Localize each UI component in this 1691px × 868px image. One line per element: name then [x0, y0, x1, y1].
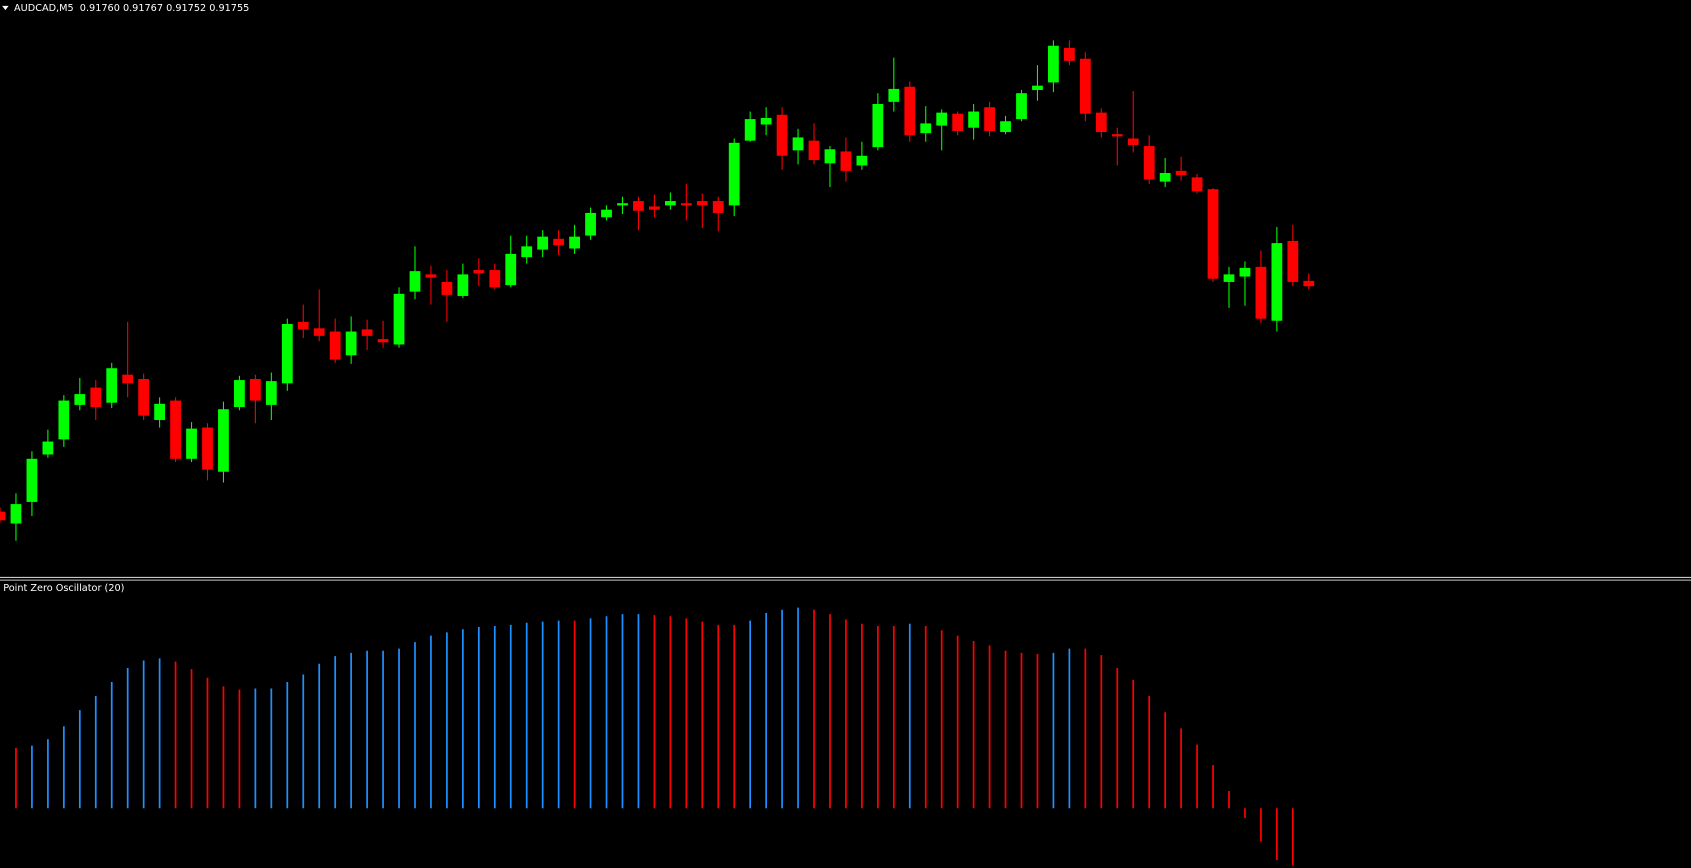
candle-body: [313, 328, 325, 336]
candle-body: [1079, 58, 1091, 114]
candle-body: [872, 103, 884, 148]
candle-body: [824, 149, 836, 164]
candle-body: [505, 253, 517, 286]
candle-body: [569, 236, 580, 249]
candle-body: [936, 112, 948, 126]
candle-body: [553, 238, 565, 246]
candle-body: [1111, 134, 1123, 137]
candle-body: [329, 331, 341, 360]
candle-body: [202, 427, 213, 470]
candle-body: [1000, 121, 1011, 133]
candle-body: [265, 381, 277, 405]
candle-body: [1016, 93, 1027, 120]
candle-body: [1063, 47, 1075, 61]
candle-body: [473, 270, 485, 274]
candle-body: [617, 203, 628, 206]
candle-body: [186, 428, 197, 459]
candle-body: [776, 114, 788, 156]
candle-body: [122, 374, 134, 384]
candle-body: [281, 323, 293, 384]
candle-body: [297, 321, 309, 330]
candle-body: [0, 511, 6, 521]
candle-body: [361, 329, 373, 336]
candle-body: [968, 111, 980, 128]
candle-body: [425, 274, 437, 278]
candle-body: [1095, 112, 1107, 133]
candle-body: [1287, 240, 1299, 282]
candle-body: [633, 201, 644, 211]
candle-body: [10, 504, 22, 524]
candle-body: [920, 123, 932, 134]
candle-body: [585, 212, 596, 236]
candle-body: [1048, 45, 1059, 83]
indicator-title: Point Zero Oscillator (20): [3, 583, 124, 594]
candle-body: [249, 378, 261, 401]
candle-body: [154, 403, 166, 420]
candle-body: [904, 86, 916, 136]
candle-body: [1032, 85, 1043, 90]
candle-body: [1223, 274, 1235, 282]
candle-body: [170, 400, 181, 459]
candle-body: [377, 339, 389, 343]
candle-body: [808, 140, 820, 161]
candle-body: [441, 281, 453, 295]
candle-body: [457, 274, 469, 296]
candle-body: [1303, 280, 1315, 287]
menu-triangle[interactable]: [2, 5, 9, 11]
candle-body: [984, 107, 995, 131]
candle-body: [521, 246, 533, 258]
candle-body: [1239, 267, 1251, 277]
candle-body: [106, 368, 118, 403]
candle-body: [1127, 138, 1139, 145]
candle-body: [744, 119, 756, 141]
candle-body: [1207, 189, 1219, 279]
candle-body: [888, 88, 900, 102]
candle-body: [1159, 173, 1171, 182]
candle-body: [856, 155, 868, 166]
candle-body: [840, 151, 852, 171]
candle-body: [489, 270, 501, 288]
candle-body: [537, 236, 549, 250]
candle-body: [58, 400, 70, 440]
candle-body: [1143, 146, 1155, 180]
candle-body: [696, 201, 708, 206]
candle-body: [601, 209, 612, 218]
candle-body: [393, 293, 405, 345]
candle-body: [1255, 266, 1267, 319]
candle-body: [218, 409, 229, 472]
candle-body: [90, 387, 102, 408]
candle-body: [952, 113, 964, 131]
chart-title: AUDCAD,M5 0.91760 0.91767 0.91752 0.9175…: [14, 3, 249, 14]
candle-body: [680, 203, 692, 206]
candle-body: [1271, 243, 1283, 321]
candle-body: [1191, 177, 1203, 192]
candle-body: [664, 201, 676, 206]
candle-body: [760, 118, 772, 125]
candle-body: [792, 137, 804, 151]
candle-body: [26, 458, 38, 502]
candle-body: [409, 271, 421, 292]
candle-body: [649, 206, 660, 210]
candle-body: [42, 441, 54, 455]
candle-body: [728, 142, 740, 206]
candle-body: [1175, 170, 1187, 176]
candle-body: [345, 331, 357, 356]
candle-body: [234, 380, 245, 408]
candle-body: [74, 394, 86, 405]
candle-body: [712, 201, 724, 213]
candle-body: [138, 378, 150, 416]
